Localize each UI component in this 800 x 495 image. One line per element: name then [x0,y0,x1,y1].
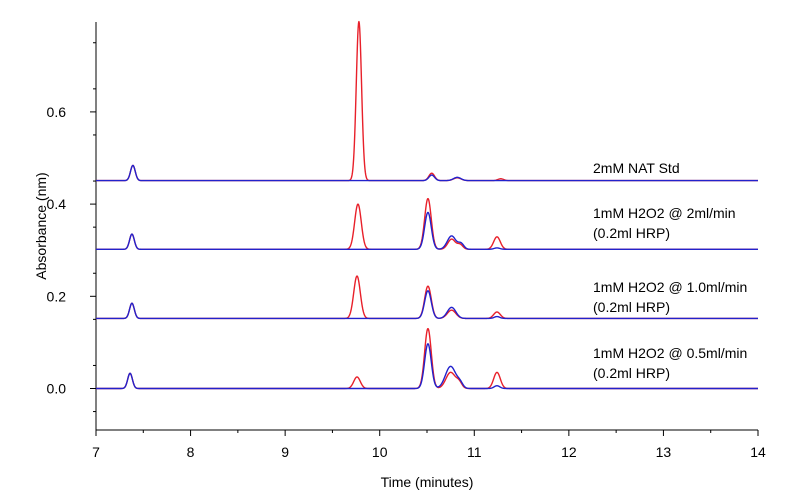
x-tick-label: 8 [187,444,195,460]
trace-1-blue-line [95,164,759,182]
trace-3-blue-line [95,290,759,320]
x-tick-label: 14 [750,444,766,460]
trace-labels: 2mM NAT Std 1mM H2O2 @ 2ml/min (0.2ml HRP)… [593,160,747,381]
x-axis-title: Time (minutes) [381,474,474,490]
x-tick-label: 7 [92,444,100,460]
y-tick-label: 0.6 [47,104,67,120]
traces [95,20,759,390]
x-tick-label: 13 [656,444,672,460]
y-tick-label: 0.4 [47,196,67,212]
x-tick-label: 11 [467,444,482,460]
y-tick-label: 0.0 [47,381,67,397]
x-ticks: 7 8 9 10 11 12 13 14 [92,430,766,460]
trace-label-1-line-1: 2mM NAT Std [593,160,680,176]
x-tick-label: 12 [561,444,577,460]
x-tick-label: 9 [281,444,289,460]
trace-label-4-line-1: 1mM H2O2 @ 0.5ml/min [593,345,747,361]
trace-1-red-line [95,20,759,182]
trace-label-3-line-1: 1mM H2O2 @ 1.0ml/min [593,279,747,295]
y-axis-title: Absorbance (nm) [33,172,49,279]
trace-label-3-line-2: (0.2ml HRP) [593,299,670,315]
trace-2-blue-line [95,211,759,250]
trace-4-blue-line [95,343,759,390]
trace-label-2-line-2: (0.2ml HRP) [593,225,670,241]
x-tick-label: 10 [372,444,388,460]
trace-label-4-line-2: (0.2ml HRP) [593,365,670,381]
y-tick-label: 0.2 [47,288,67,304]
y-ticks: 0.0 0.2 0.4 0.6 [47,42,96,413]
trace-label-2-line-1: 1mM H2O2 @ 2ml/min [593,205,736,221]
